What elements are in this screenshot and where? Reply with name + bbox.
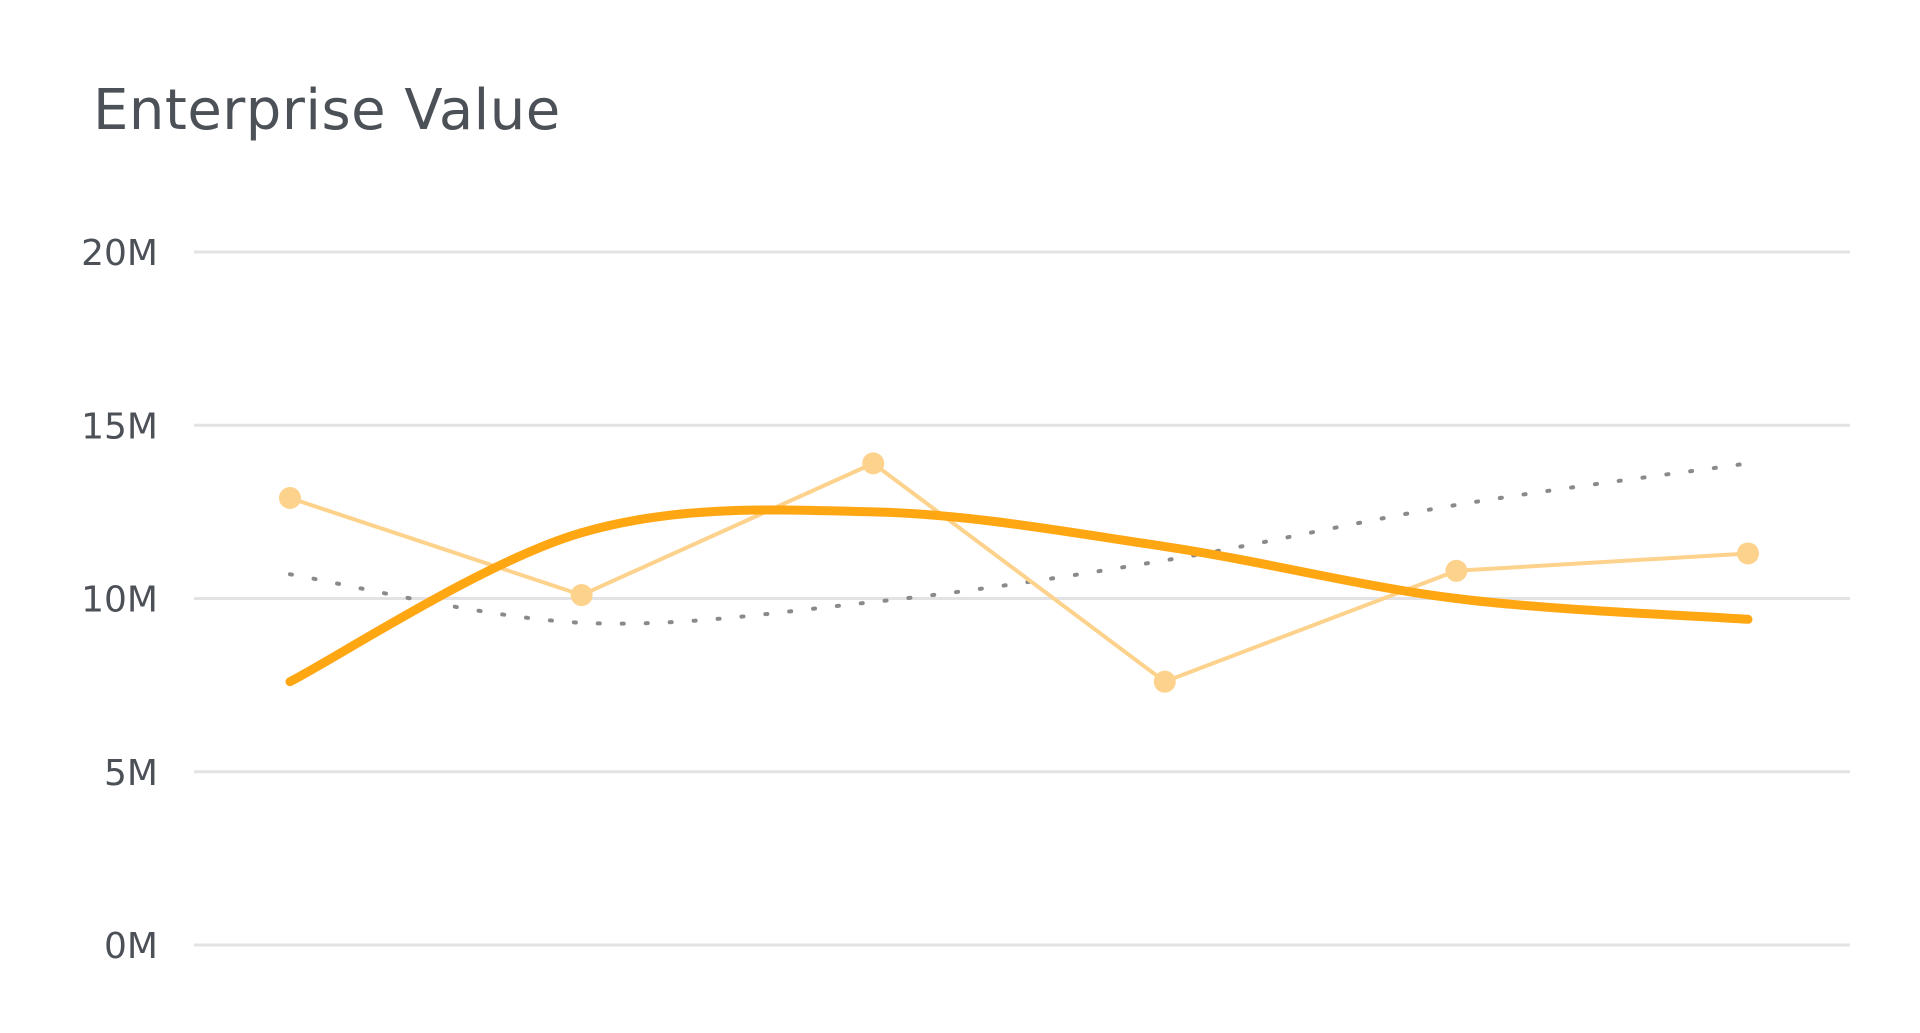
- data-point: [862, 452, 885, 475]
- data-point: [1445, 559, 1468, 582]
- grid-lines: [194, 250, 1850, 947]
- y-tick-label: 20M: [81, 233, 158, 274]
- y-tick-label: 0M: [104, 926, 158, 967]
- y-tick-label: 10M: [81, 580, 158, 621]
- y-tick-label: 5M: [104, 753, 158, 794]
- data-point: [1737, 542, 1759, 565]
- smooth-series-line: [285, 505, 1753, 687]
- data-point: [570, 584, 593, 607]
- y-axis-ticks: 0M 5M 10M 15M 20M: [81, 233, 158, 967]
- smooth-series: [285, 505, 1753, 687]
- raw-series: [279, 452, 1759, 693]
- data-point: [1153, 670, 1176, 693]
- y-tick-label: 15M: [81, 406, 158, 447]
- chart-title: Enterprise Value: [93, 78, 561, 143]
- raw-series-line: [289, 461, 1749, 684]
- data-point: [279, 487, 301, 510]
